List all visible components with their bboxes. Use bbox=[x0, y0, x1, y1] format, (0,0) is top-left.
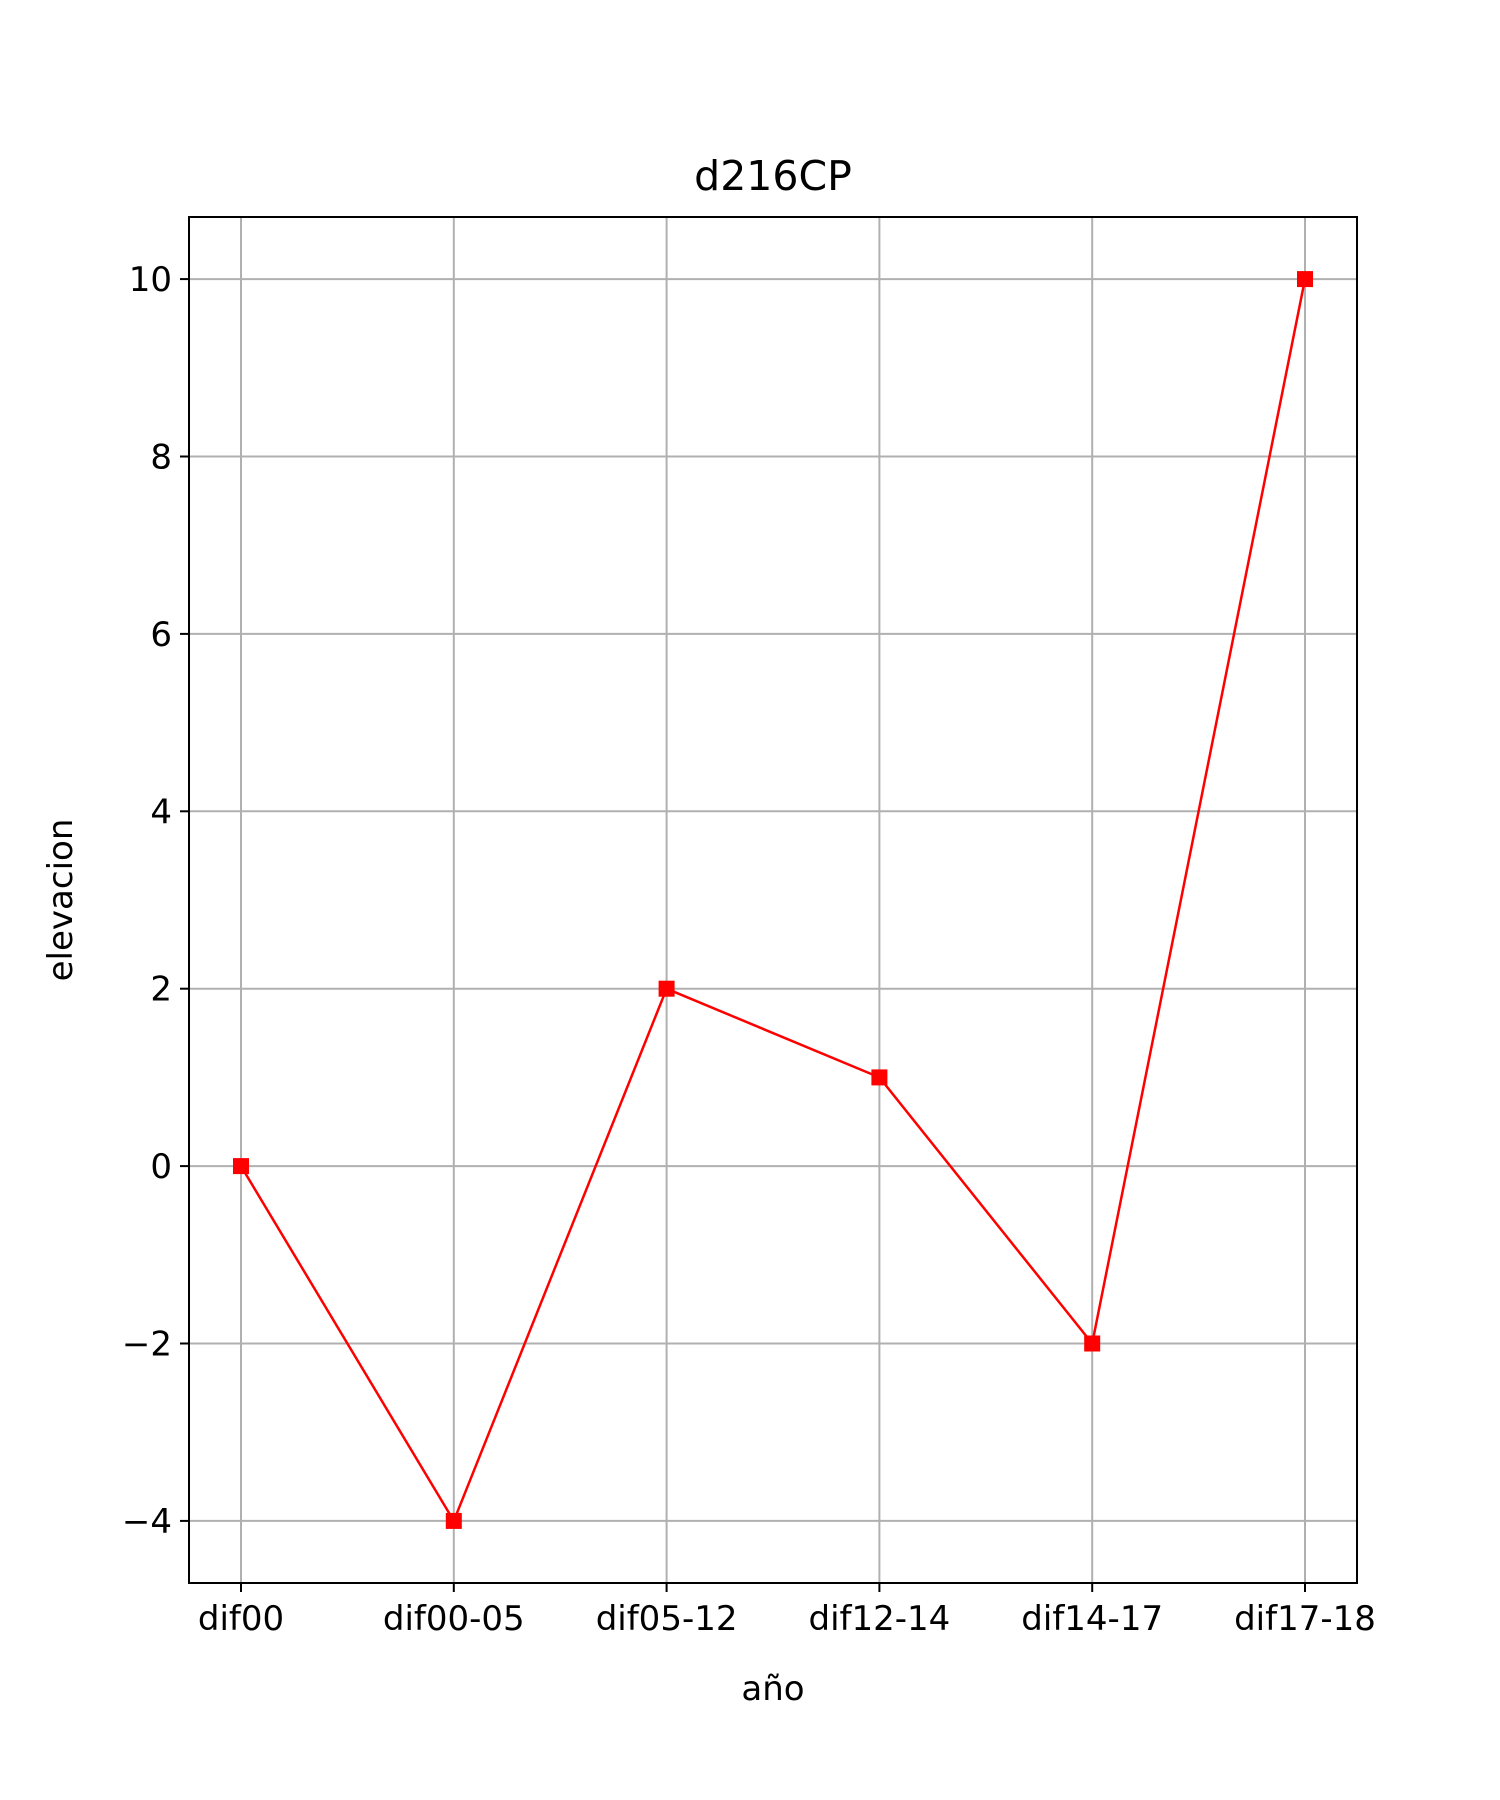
y-tick-label: 10 bbox=[129, 260, 172, 300]
y-tick-label: −2 bbox=[122, 1325, 172, 1365]
x-tick-label: dif00-05 bbox=[383, 1599, 525, 1639]
y-axis-label: elevacion bbox=[41, 819, 81, 982]
data-point-marker bbox=[1084, 1335, 1101, 1352]
series-layer bbox=[233, 271, 1313, 1529]
series-line bbox=[239, 278, 1307, 1523]
y-tick-label: 2 bbox=[150, 970, 172, 1010]
grid bbox=[189, 217, 1357, 1583]
data-point-marker bbox=[445, 1512, 462, 1529]
x-axis-label: año bbox=[741, 1669, 804, 1709]
ticks: dif00 dif00-05 dif05-12 dif12-14 dif14-17 dif… bbox=[122, 260, 1376, 1639]
plot-frame bbox=[188, 216, 1358, 1584]
x-tick-label: dif17-18 bbox=[1234, 1599, 1376, 1639]
y-tick-label: 4 bbox=[150, 792, 172, 832]
data-point-marker bbox=[871, 1069, 888, 1086]
data-point-marker bbox=[1297, 271, 1313, 288]
y-tick-label: −4 bbox=[122, 1502, 172, 1542]
x-tick-label: dif14-17 bbox=[1021, 1599, 1163, 1639]
x-tick-label: dif00 bbox=[198, 1599, 284, 1639]
y-tick-label: 0 bbox=[150, 1147, 172, 1187]
y-tick-label: 6 bbox=[150, 615, 172, 655]
x-tick-label: dif05-12 bbox=[596, 1599, 738, 1639]
y-tick-label: 8 bbox=[150, 437, 172, 477]
data-point-marker bbox=[233, 1158, 249, 1175]
chart-title: d216CP bbox=[694, 152, 852, 200]
data-point-marker bbox=[658, 980, 675, 997]
x-tick-label: dif12-14 bbox=[809, 1599, 951, 1639]
